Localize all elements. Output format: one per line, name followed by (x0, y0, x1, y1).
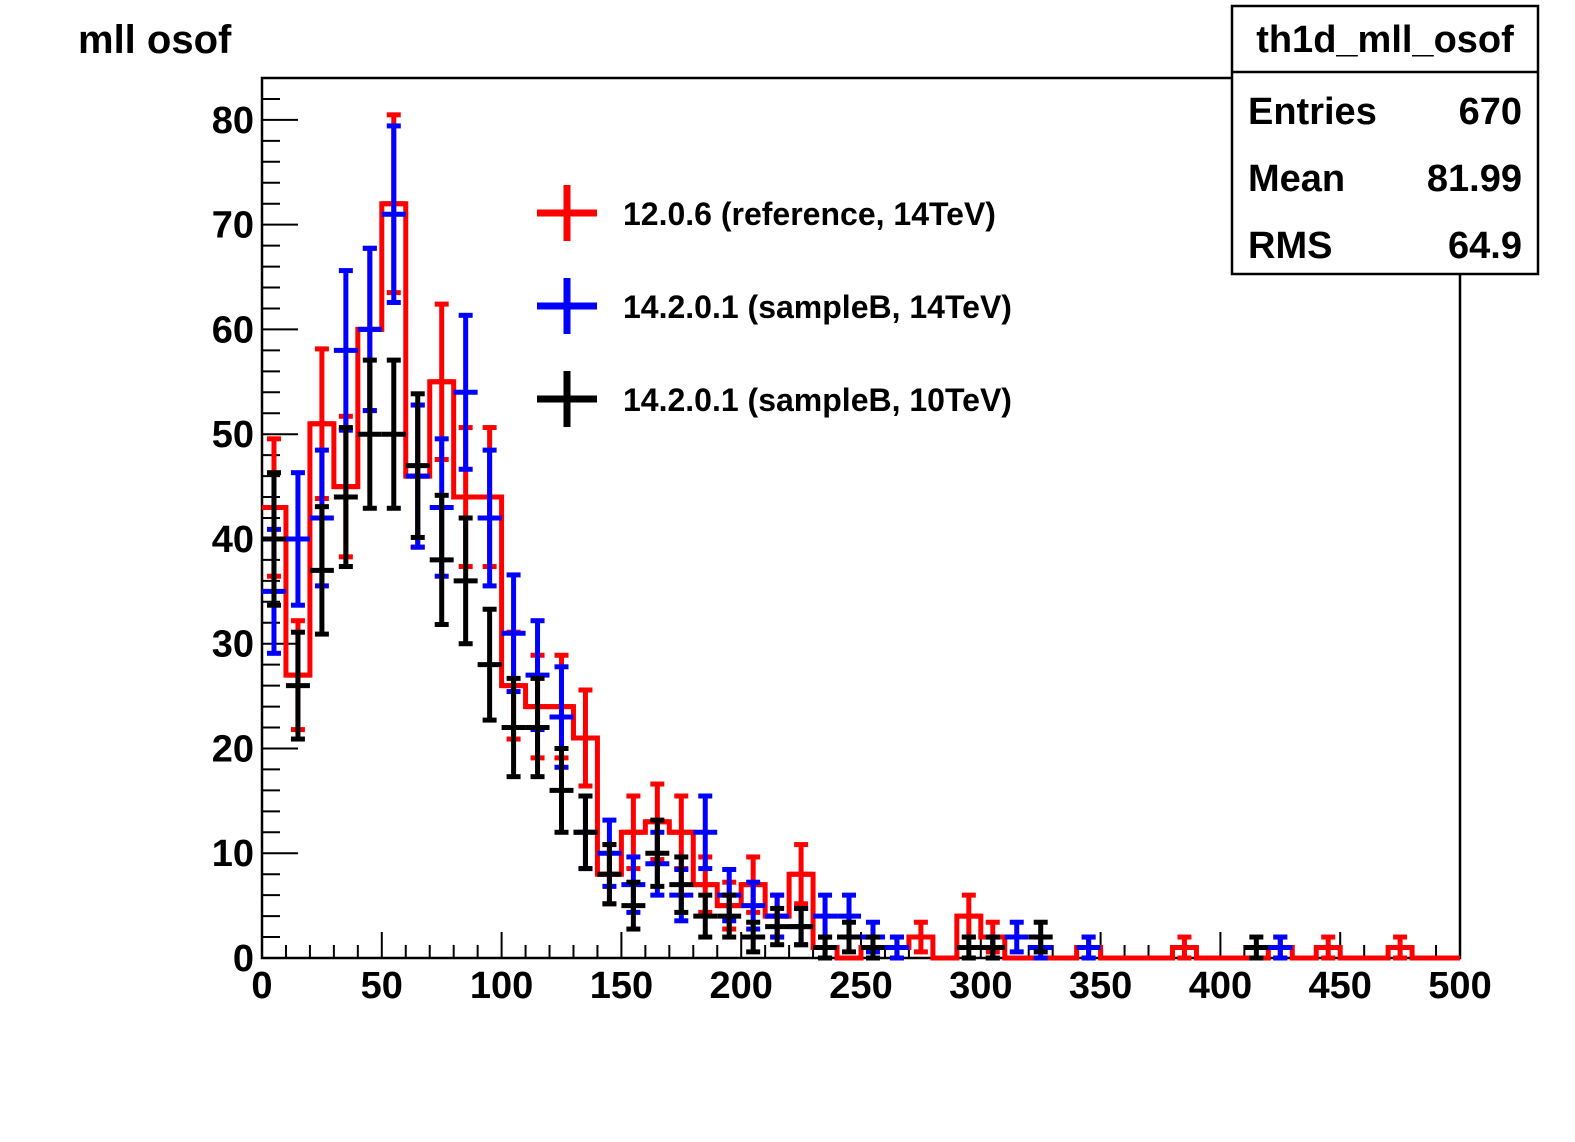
stats-rms-label: RMS (1248, 225, 1332, 267)
data-point (262, 470, 286, 608)
stats-mean-value: 81.99 (1427, 158, 1522, 200)
series-1 (262, 123, 1293, 961)
legend-label: 14.2.0.1 (sampleB, 10TeV) (623, 382, 1012, 418)
x-tick-label: 500 (1428, 965, 1491, 1007)
data-point (333, 268, 358, 433)
data-point (333, 425, 358, 570)
y-tick-label: 10 (212, 833, 254, 875)
y-tick-label: 70 (212, 205, 254, 247)
data-point (477, 447, 502, 589)
y-tick-label: 30 (212, 624, 254, 666)
y-tick-label: 40 (212, 519, 254, 561)
data-point (381, 357, 406, 511)
data-point (573, 793, 598, 872)
data-point (956, 892, 981, 940)
y-tick-label: 50 (212, 414, 254, 456)
data-point (1316, 934, 1341, 961)
data-point (884, 934, 909, 961)
data-point (477, 606, 502, 723)
stats-box-title: th1d_mll_osof (1256, 19, 1514, 61)
legend-item-0: 12.0.6 (reference, 14TeV) (537, 185, 996, 241)
data-point (381, 123, 406, 305)
stats-entries-label: Entries (1248, 91, 1377, 133)
legend-item-2: 14.2.0.1 (sampleB, 10TeV) (537, 371, 1012, 427)
data-point (429, 492, 454, 627)
data-point (980, 934, 1005, 961)
stats-entries-value: 670 (1459, 91, 1522, 133)
x-tick-label: 250 (829, 965, 892, 1007)
data-point (1172, 934, 1197, 961)
data-point (669, 854, 694, 915)
x-tick-label: 0 (251, 965, 272, 1007)
x-tick-label: 450 (1308, 965, 1371, 1007)
x-tick-label: 50 (361, 965, 403, 1007)
data-point (741, 919, 766, 955)
y-tick-label: 60 (212, 309, 254, 351)
data-point (285, 629, 310, 742)
data-point (693, 793, 718, 872)
data-point (453, 515, 478, 647)
legend-label: 12.0.6 (reference, 14TeV) (623, 196, 996, 232)
legend-item-1: 14.2.0.1 (sampleB, 14TeV) (537, 278, 1012, 334)
data-point (837, 919, 861, 955)
y-tick-label: 0 (233, 938, 254, 980)
stats-mean-label: Mean (1248, 158, 1345, 200)
y-tick-label: 20 (212, 728, 254, 770)
data-point (789, 905, 814, 948)
legend-label: 14.2.0.1 (sampleB, 14TeV) (623, 289, 1012, 325)
data-point (1268, 934, 1293, 961)
data-point (1076, 934, 1101, 961)
data-point (956, 934, 981, 961)
x-tick-label: 150 (590, 965, 653, 1007)
data-point (405, 391, 430, 540)
data-point (549, 745, 574, 835)
data-point (813, 934, 838, 961)
data-point (645, 817, 670, 889)
stats-rms-value: 64.9 (1448, 225, 1522, 267)
data-point (861, 934, 885, 961)
data-point (429, 301, 454, 463)
data-point (1388, 934, 1413, 961)
x-tick-label: 100 (470, 965, 533, 1007)
data-point (1028, 919, 1053, 955)
data-point (285, 470, 310, 608)
axis-layer: 0 50 100 150 200 250 300 350 400 450 500 0 10 20 30 40 5… (212, 77, 1492, 1007)
data-point (765, 905, 790, 948)
data-point (309, 504, 334, 637)
data-point (501, 572, 526, 695)
x-tick-label: 300 (949, 965, 1012, 1007)
data-point (789, 842, 814, 907)
x-tick-label: 200 (709, 965, 772, 1007)
data-point (908, 919, 933, 955)
data-point (693, 892, 718, 940)
stats-box: th1d_mll_osof Entries 670 Mean 81.99 RMS… (1230, 4, 1540, 276)
series-layer (262, 112, 1460, 961)
data-point (573, 687, 598, 789)
data-point (813, 892, 838, 940)
x-tick-label: 350 (1069, 965, 1132, 1007)
data-point (357, 357, 382, 511)
data-point (453, 312, 478, 472)
data-point (1244, 934, 1269, 961)
x-tick-label: 400 (1189, 965, 1252, 1007)
chart-title: mll osof (78, 18, 232, 62)
series-2 (262, 357, 1269, 961)
data-point (1004, 919, 1029, 955)
y-tick-label: 80 (212, 100, 254, 142)
stats-box-frame (1230, 4, 1540, 276)
data-point (501, 675, 526, 780)
data-point (621, 879, 646, 932)
legend: 12.0.6 (reference, 14TeV) 14.2.0.1 (sampl… (537, 185, 1012, 427)
data-point (597, 842, 622, 907)
data-point (717, 892, 742, 940)
data-point (525, 675, 550, 780)
